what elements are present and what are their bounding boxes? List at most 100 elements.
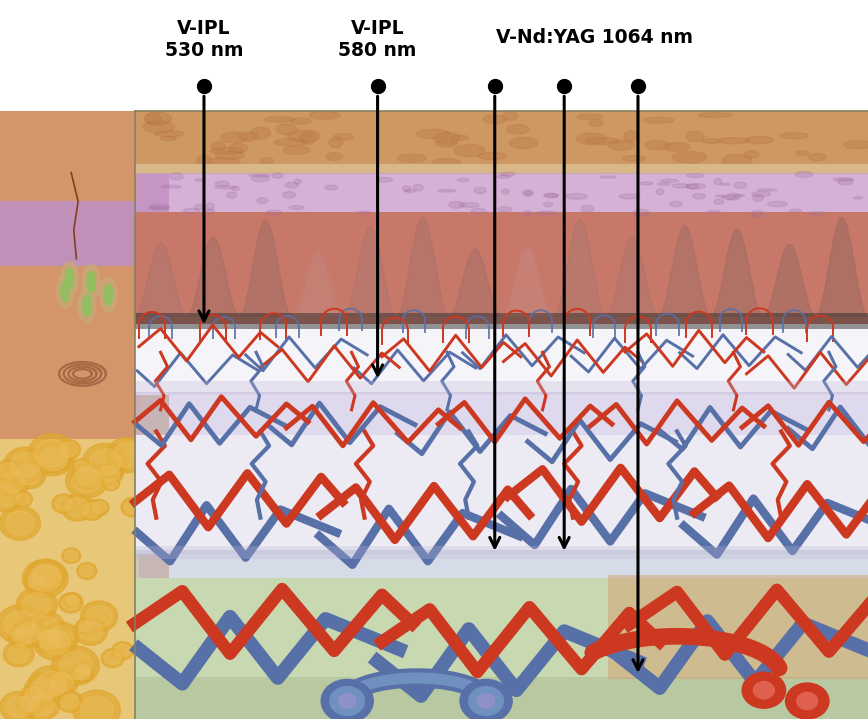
Ellipse shape bbox=[498, 207, 512, 211]
Circle shape bbox=[89, 449, 122, 475]
Polygon shape bbox=[0, 111, 139, 201]
Ellipse shape bbox=[510, 137, 538, 149]
Circle shape bbox=[0, 484, 19, 507]
Polygon shape bbox=[135, 578, 868, 679]
Polygon shape bbox=[0, 266, 139, 439]
Polygon shape bbox=[606, 237, 659, 316]
Ellipse shape bbox=[624, 131, 637, 142]
Ellipse shape bbox=[608, 140, 635, 150]
Ellipse shape bbox=[686, 131, 705, 142]
Ellipse shape bbox=[276, 124, 297, 134]
Polygon shape bbox=[292, 251, 344, 316]
Circle shape bbox=[66, 595, 79, 605]
Polygon shape bbox=[608, 575, 868, 679]
Ellipse shape bbox=[87, 271, 95, 293]
Circle shape bbox=[23, 690, 60, 719]
Circle shape bbox=[330, 687, 365, 715]
Circle shape bbox=[105, 478, 117, 488]
Ellipse shape bbox=[722, 196, 736, 199]
Circle shape bbox=[0, 506, 41, 540]
Circle shape bbox=[48, 626, 74, 647]
Ellipse shape bbox=[589, 119, 603, 127]
Polygon shape bbox=[135, 313, 868, 329]
Circle shape bbox=[79, 620, 92, 632]
Circle shape bbox=[71, 463, 103, 490]
Circle shape bbox=[66, 463, 108, 498]
Circle shape bbox=[36, 672, 67, 697]
Ellipse shape bbox=[227, 192, 237, 198]
Ellipse shape bbox=[718, 137, 750, 144]
Ellipse shape bbox=[145, 112, 171, 125]
Ellipse shape bbox=[502, 189, 510, 194]
Circle shape bbox=[20, 695, 39, 711]
Ellipse shape bbox=[194, 204, 206, 210]
Ellipse shape bbox=[286, 182, 298, 188]
Polygon shape bbox=[0, 439, 139, 719]
Circle shape bbox=[73, 690, 121, 719]
Circle shape bbox=[83, 503, 101, 517]
Circle shape bbox=[81, 601, 118, 631]
Circle shape bbox=[3, 611, 36, 638]
Circle shape bbox=[16, 493, 30, 505]
Ellipse shape bbox=[206, 209, 214, 214]
Ellipse shape bbox=[266, 210, 282, 215]
Circle shape bbox=[102, 649, 124, 668]
Circle shape bbox=[74, 661, 93, 677]
Circle shape bbox=[50, 673, 73, 692]
Ellipse shape bbox=[294, 179, 301, 184]
Text: V-IPL
530 nm: V-IPL 530 nm bbox=[165, 19, 243, 60]
Circle shape bbox=[76, 618, 95, 634]
Ellipse shape bbox=[273, 139, 307, 146]
Circle shape bbox=[39, 447, 67, 471]
Ellipse shape bbox=[619, 194, 641, 199]
Ellipse shape bbox=[673, 151, 707, 163]
Ellipse shape bbox=[82, 265, 100, 299]
Ellipse shape bbox=[260, 158, 273, 164]
Circle shape bbox=[16, 692, 43, 715]
Polygon shape bbox=[659, 226, 711, 316]
Ellipse shape bbox=[543, 202, 553, 207]
Ellipse shape bbox=[143, 122, 174, 133]
Circle shape bbox=[76, 467, 99, 485]
Circle shape bbox=[43, 622, 79, 652]
Circle shape bbox=[0, 479, 25, 512]
Ellipse shape bbox=[104, 284, 113, 306]
Ellipse shape bbox=[657, 183, 670, 186]
Circle shape bbox=[121, 498, 145, 517]
Ellipse shape bbox=[169, 173, 183, 180]
Ellipse shape bbox=[751, 211, 764, 218]
Ellipse shape bbox=[434, 132, 459, 145]
Circle shape bbox=[45, 669, 78, 696]
Polygon shape bbox=[135, 392, 868, 439]
Ellipse shape bbox=[457, 178, 470, 182]
Ellipse shape bbox=[56, 274, 74, 308]
Circle shape bbox=[30, 678, 57, 700]
Ellipse shape bbox=[161, 186, 181, 188]
Ellipse shape bbox=[577, 114, 603, 119]
Ellipse shape bbox=[197, 155, 212, 165]
Polygon shape bbox=[187, 237, 240, 316]
Ellipse shape bbox=[398, 154, 426, 162]
Circle shape bbox=[25, 611, 65, 644]
Ellipse shape bbox=[282, 192, 296, 198]
Circle shape bbox=[10, 452, 40, 477]
Polygon shape bbox=[135, 550, 868, 581]
Polygon shape bbox=[763, 244, 816, 316]
Circle shape bbox=[23, 570, 50, 592]
Ellipse shape bbox=[283, 146, 310, 155]
Ellipse shape bbox=[693, 193, 706, 199]
Circle shape bbox=[0, 605, 43, 644]
Polygon shape bbox=[449, 249, 502, 316]
Polygon shape bbox=[816, 218, 868, 316]
Ellipse shape bbox=[790, 209, 801, 212]
Ellipse shape bbox=[289, 206, 304, 209]
Ellipse shape bbox=[753, 194, 763, 201]
Ellipse shape bbox=[670, 201, 682, 207]
Ellipse shape bbox=[808, 153, 826, 161]
Circle shape bbox=[80, 500, 104, 521]
Ellipse shape bbox=[334, 134, 353, 140]
Polygon shape bbox=[240, 221, 292, 316]
Circle shape bbox=[29, 666, 73, 702]
Polygon shape bbox=[135, 164, 868, 174]
Ellipse shape bbox=[326, 152, 343, 160]
